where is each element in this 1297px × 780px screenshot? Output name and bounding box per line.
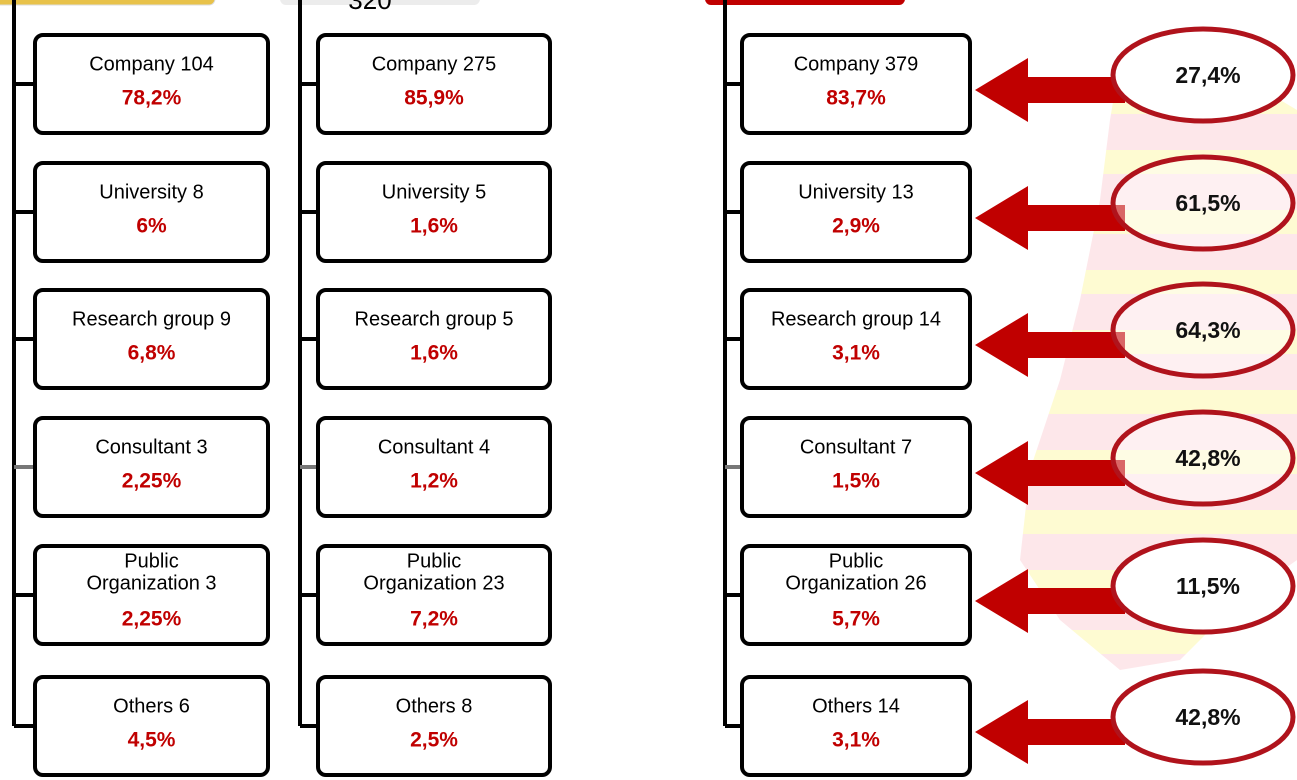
- category-percent: 1,2%: [410, 470, 458, 493]
- category-percent: 2,9%: [832, 215, 880, 238]
- category-label: University 5: [382, 181, 486, 203]
- category-label: Others 8: [396, 695, 473, 717]
- category-percent: 85,9%: [404, 87, 464, 110]
- category-box: [316, 33, 552, 135]
- category-percent: 78,2%: [122, 87, 182, 110]
- category-label: Research group 9: [72, 308, 231, 330]
- category-percent: 3,1%: [832, 729, 880, 752]
- category-label: Consultant 4: [378, 436, 490, 458]
- growth-oval: [1110, 154, 1296, 252]
- growth-value: 64,3%: [1175, 317, 1240, 343]
- category-label: Company 104: [89, 53, 214, 75]
- category-box: [33, 33, 270, 135]
- category-box: [316, 416, 552, 518]
- growth-oval: [1110, 668, 1296, 766]
- category-label: Others 6: [113, 695, 190, 717]
- growth-value: 42,8%: [1175, 704, 1240, 730]
- category-percent: 2,25%: [122, 470, 182, 493]
- category-percent: 1,5%: [832, 470, 880, 493]
- growth-value: 61,5%: [1175, 190, 1240, 216]
- category-percent: 2,25%: [122, 608, 182, 631]
- arrow: [975, 58, 1125, 122]
- category-percent: 2,5%: [410, 729, 458, 752]
- arrow: [975, 313, 1125, 377]
- category-box: [33, 161, 270, 263]
- header-box: [280, 0, 480, 5]
- category-box: [33, 416, 270, 518]
- category-box: [33, 675, 270, 777]
- header-box: [0, 0, 216, 6]
- growth-oval: [1110, 537, 1296, 635]
- category-box: [33, 544, 270, 646]
- growth-oval: [1110, 281, 1296, 379]
- category-label: Consultant 3: [95, 436, 207, 458]
- arrow: [975, 569, 1125, 633]
- arrow: [975, 700, 1125, 764]
- category-box: [740, 161, 972, 263]
- growth-value: 11,5%: [1176, 573, 1240, 599]
- header-box: [705, 0, 905, 5]
- category-percent: 5,7%: [832, 608, 880, 631]
- growth-value: 42,8%: [1175, 445, 1240, 471]
- category-percent: 1,6%: [410, 342, 458, 365]
- category-label: University 8: [99, 181, 203, 203]
- category-percent: 6%: [136, 215, 167, 238]
- category-label: Organization 3: [86, 572, 216, 594]
- category-label: Public: [829, 550, 883, 572]
- category-label: University 13: [798, 181, 914, 203]
- map-background: [1020, 60, 1297, 670]
- category-box: [316, 544, 552, 646]
- category-percent: 1,6%: [410, 215, 458, 238]
- category-label: Company 379: [794, 53, 919, 75]
- category-label: Consultant 7: [800, 436, 912, 458]
- growth-value: 27,4%: [1175, 62, 1240, 88]
- category-box: [740, 33, 972, 135]
- category-box: [316, 675, 552, 777]
- category-label: Organization 26: [785, 572, 926, 594]
- category-box: [316, 288, 552, 390]
- category-box: [33, 288, 270, 390]
- category-box: [740, 675, 972, 777]
- category-label: Research group 14: [771, 308, 941, 330]
- category-percent: 7,2%: [410, 608, 458, 631]
- category-percent: 6,8%: [128, 342, 176, 365]
- growth-oval: [1110, 26, 1296, 124]
- category-label: Organization 23: [363, 572, 504, 594]
- arrow: [975, 186, 1125, 250]
- growth-oval: [1110, 409, 1296, 507]
- category-percent: 4,5%: [128, 729, 176, 752]
- category-label: Company 275: [372, 53, 497, 75]
- category-label: Others 14: [812, 695, 900, 717]
- category-box: [740, 544, 972, 646]
- category-box: [316, 161, 552, 263]
- column-header: 320: [348, 0, 391, 15]
- arrow: [975, 441, 1125, 505]
- category-label: Research group 5: [355, 308, 514, 330]
- category-label: Public: [124, 550, 178, 572]
- category-box: [740, 288, 972, 390]
- category-percent: 83,7%: [826, 87, 886, 110]
- category-label: Public: [407, 550, 461, 572]
- category-box: [740, 416, 972, 518]
- category-percent: 3,1%: [832, 342, 880, 365]
